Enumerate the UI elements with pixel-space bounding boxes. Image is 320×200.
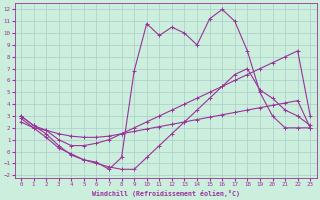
X-axis label: Windchill (Refroidissement éolien,°C): Windchill (Refroidissement éolien,°C) (92, 190, 240, 197)
